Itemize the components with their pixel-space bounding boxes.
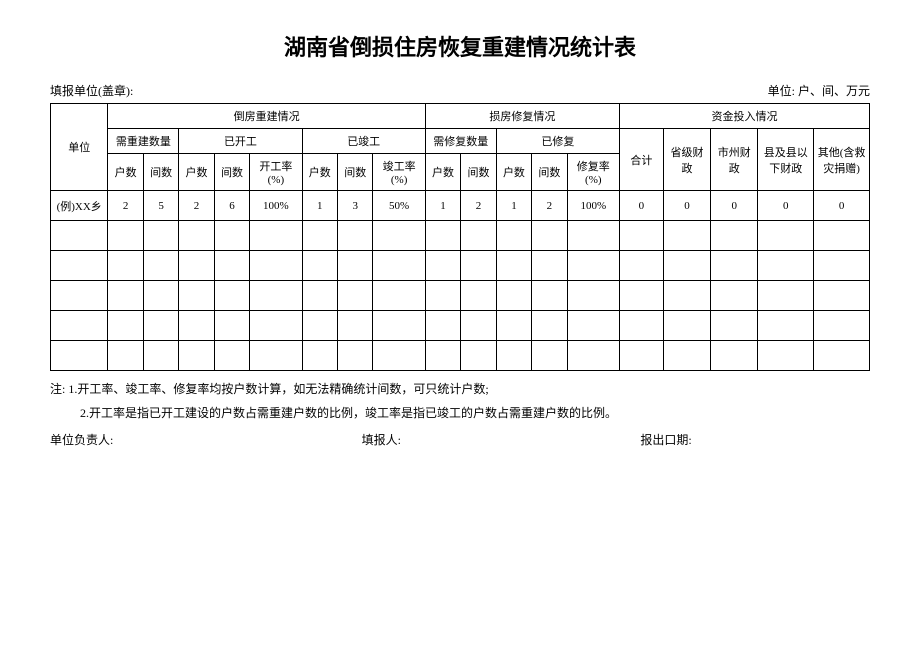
leaf-jian: 间数	[143, 154, 178, 191]
cell: 2	[461, 191, 496, 221]
table-row	[51, 311, 870, 341]
footer-leader: 单位负责人:	[50, 431, 362, 448]
leaf-jian: 间数	[214, 154, 249, 191]
note-2: 2.开工率是指已开工建设的户数占需重建户数的比例，竣工率是指已竣工的户数占需重建…	[50, 401, 870, 425]
sub-county: 县及县以下财政	[758, 129, 814, 191]
cell: 0	[814, 191, 870, 221]
sub-total: 合计	[619, 129, 663, 191]
sub-need-rebuild: 需重建数量	[108, 129, 179, 154]
leaf-hu: 户数	[302, 154, 337, 191]
cell: 2	[532, 191, 567, 221]
stats-table: 单位 倒房重建情况 损房修复情况 资金投入情况 需重建数量 已开工 已竣工 需修…	[50, 103, 870, 371]
table-row	[51, 251, 870, 281]
cell: 5	[143, 191, 178, 221]
cell: 1	[496, 191, 531, 221]
leaf-hu: 户数	[496, 154, 531, 191]
col-unit: 单位	[51, 104, 108, 191]
cell: 100%	[567, 191, 619, 221]
report-unit-label: 填报单位(盖章):	[50, 82, 133, 99]
cell: 1	[425, 191, 460, 221]
group-rebuild: 倒房重建情况	[108, 104, 425, 129]
cell: 0	[619, 191, 663, 221]
cell: 50%	[373, 191, 425, 221]
cell: 0	[663, 191, 710, 221]
cell: 100%	[250, 191, 302, 221]
cell: 1	[302, 191, 337, 221]
footer-row: 单位负责人: 填报人: 报出口期:	[50, 431, 870, 448]
leaf-start-rate: 开工率(%)	[250, 154, 302, 191]
sub-completed: 已竣工	[302, 129, 425, 154]
leaf-hu: 户数	[179, 154, 214, 191]
group-fund: 资金投入情况	[619, 104, 869, 129]
header-row: 填报单位(盖章): 单位: 户、间、万元	[50, 82, 870, 99]
leaf-hu: 户数	[108, 154, 143, 191]
page-title: 湖南省倒损住房恢复重建情况统计表	[50, 30, 870, 62]
cell: 2	[108, 191, 143, 221]
leaf-repair-rate: 修复率(%)	[567, 154, 619, 191]
leaf-comp-rate: 竣工率(%)	[373, 154, 425, 191]
sub-started: 已开工	[179, 129, 302, 154]
table-row	[51, 221, 870, 251]
sub-prov: 省级财政	[663, 129, 710, 191]
cell: 3	[338, 191, 373, 221]
group-repair: 损房修复情况	[425, 104, 619, 129]
cell: 6	[214, 191, 249, 221]
table-row	[51, 341, 870, 371]
cell-unit: (例)XX乡	[51, 191, 108, 221]
footer-date: 报出口期:	[640, 431, 870, 448]
footer-filler: 填报人:	[362, 431, 641, 448]
unit-label: 单位: 户、间、万元	[768, 82, 870, 99]
sub-other: 其他(含救灾捐赠)	[814, 129, 870, 191]
note-1: 注: 1.开工率、竣工率、修复率均按户数计算，如无法精确统计间数，可只统计户数;	[50, 377, 870, 401]
leaf-jian: 间数	[532, 154, 567, 191]
sub-need-repair: 需修复数量	[425, 129, 496, 154]
cell: 0	[758, 191, 814, 221]
table-row	[51, 281, 870, 311]
cell: 2	[179, 191, 214, 221]
sub-repaired: 已修复	[496, 129, 619, 154]
sub-city: 市州财政	[711, 129, 758, 191]
leaf-hu: 户数	[425, 154, 460, 191]
cell: 0	[711, 191, 758, 221]
leaf-jian: 间数	[338, 154, 373, 191]
leaf-jian: 间数	[461, 154, 496, 191]
table-row: (例)XX乡 2 5 2 6 100% 1 3 50% 1 2 1 2 100%…	[51, 191, 870, 221]
notes: 注: 1.开工率、竣工率、修复率均按户数计算，如无法精确统计间数，可只统计户数;…	[50, 377, 870, 425]
